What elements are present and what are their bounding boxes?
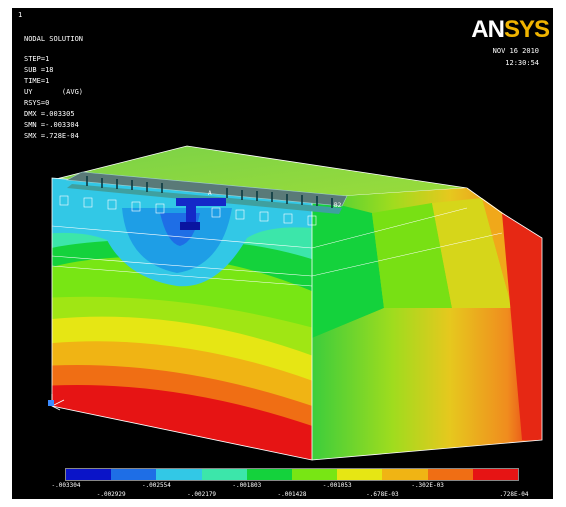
legend-swatch [111, 469, 157, 480]
info-line-dmx: DMX =.003305 [24, 110, 75, 118]
legend-swatch [66, 469, 112, 480]
legend-swatch [246, 469, 293, 480]
node-label-b2: B2 [334, 202, 342, 209]
graphics-window[interactable]: 1 ANSYS NODAL SOLUTION STEP=1 SUB =18 TI… [12, 8, 553, 499]
side-face-contours [312, 198, 542, 460]
coordinate-triad-icon [48, 394, 65, 411]
legend-label-bottom: .728E-04 [499, 491, 529, 498]
info-line-smx: SMX =.728E-04 [24, 132, 79, 140]
legend-label-bottom: -.002929 [96, 491, 126, 498]
node-label-a: A [208, 190, 212, 197]
legend-label-bottom: -.001428 [277, 491, 307, 498]
plot-title: NODAL SOLUTION [24, 35, 84, 43]
info-line-rsys: RSYS=0 [24, 99, 50, 107]
track-structure [59, 171, 348, 230]
logo-part-1: AN [471, 16, 505, 43]
legend-swatch [292, 469, 338, 480]
legend-swatch [427, 469, 473, 480]
window-number: 1 [18, 11, 23, 19]
info-line-step: STEP=1 [24, 55, 50, 63]
ansys-logo: ANSYS [471, 16, 550, 43]
legend-label-top: -.302E-03 [411, 482, 444, 489]
legend-swatch [382, 469, 428, 480]
legend-swatch [472, 469, 519, 480]
contour-legend-bar [65, 468, 519, 481]
legend-label-bottom: -.678E-03 [366, 491, 399, 498]
legend-label-top: -.001053 [322, 482, 352, 489]
legend-label-top: -.003304 [51, 482, 81, 489]
legend-swatch [201, 469, 247, 480]
logo-part-2: SYS [503, 16, 550, 43]
fe-model-contour-plot[interactable] [12, 8, 553, 499]
plot-date: NOV 16 2010 [492, 47, 539, 55]
legend-label-top: -.002554 [141, 482, 171, 489]
info-line-smn: SMN =-.003304 [24, 121, 79, 129]
info-line-time: TIME=1 [24, 77, 50, 85]
legend-label-top: -.001803 [232, 482, 262, 489]
legend-label-bottom: -.002179 [187, 491, 217, 498]
legend-swatch [156, 469, 202, 480]
plot-time: 12:30:54 [505, 59, 539, 67]
legend-swatch [337, 469, 383, 480]
info-line-quantity: UY (AVG) [24, 88, 84, 96]
info-line-sub: SUB =18 [24, 66, 54, 74]
